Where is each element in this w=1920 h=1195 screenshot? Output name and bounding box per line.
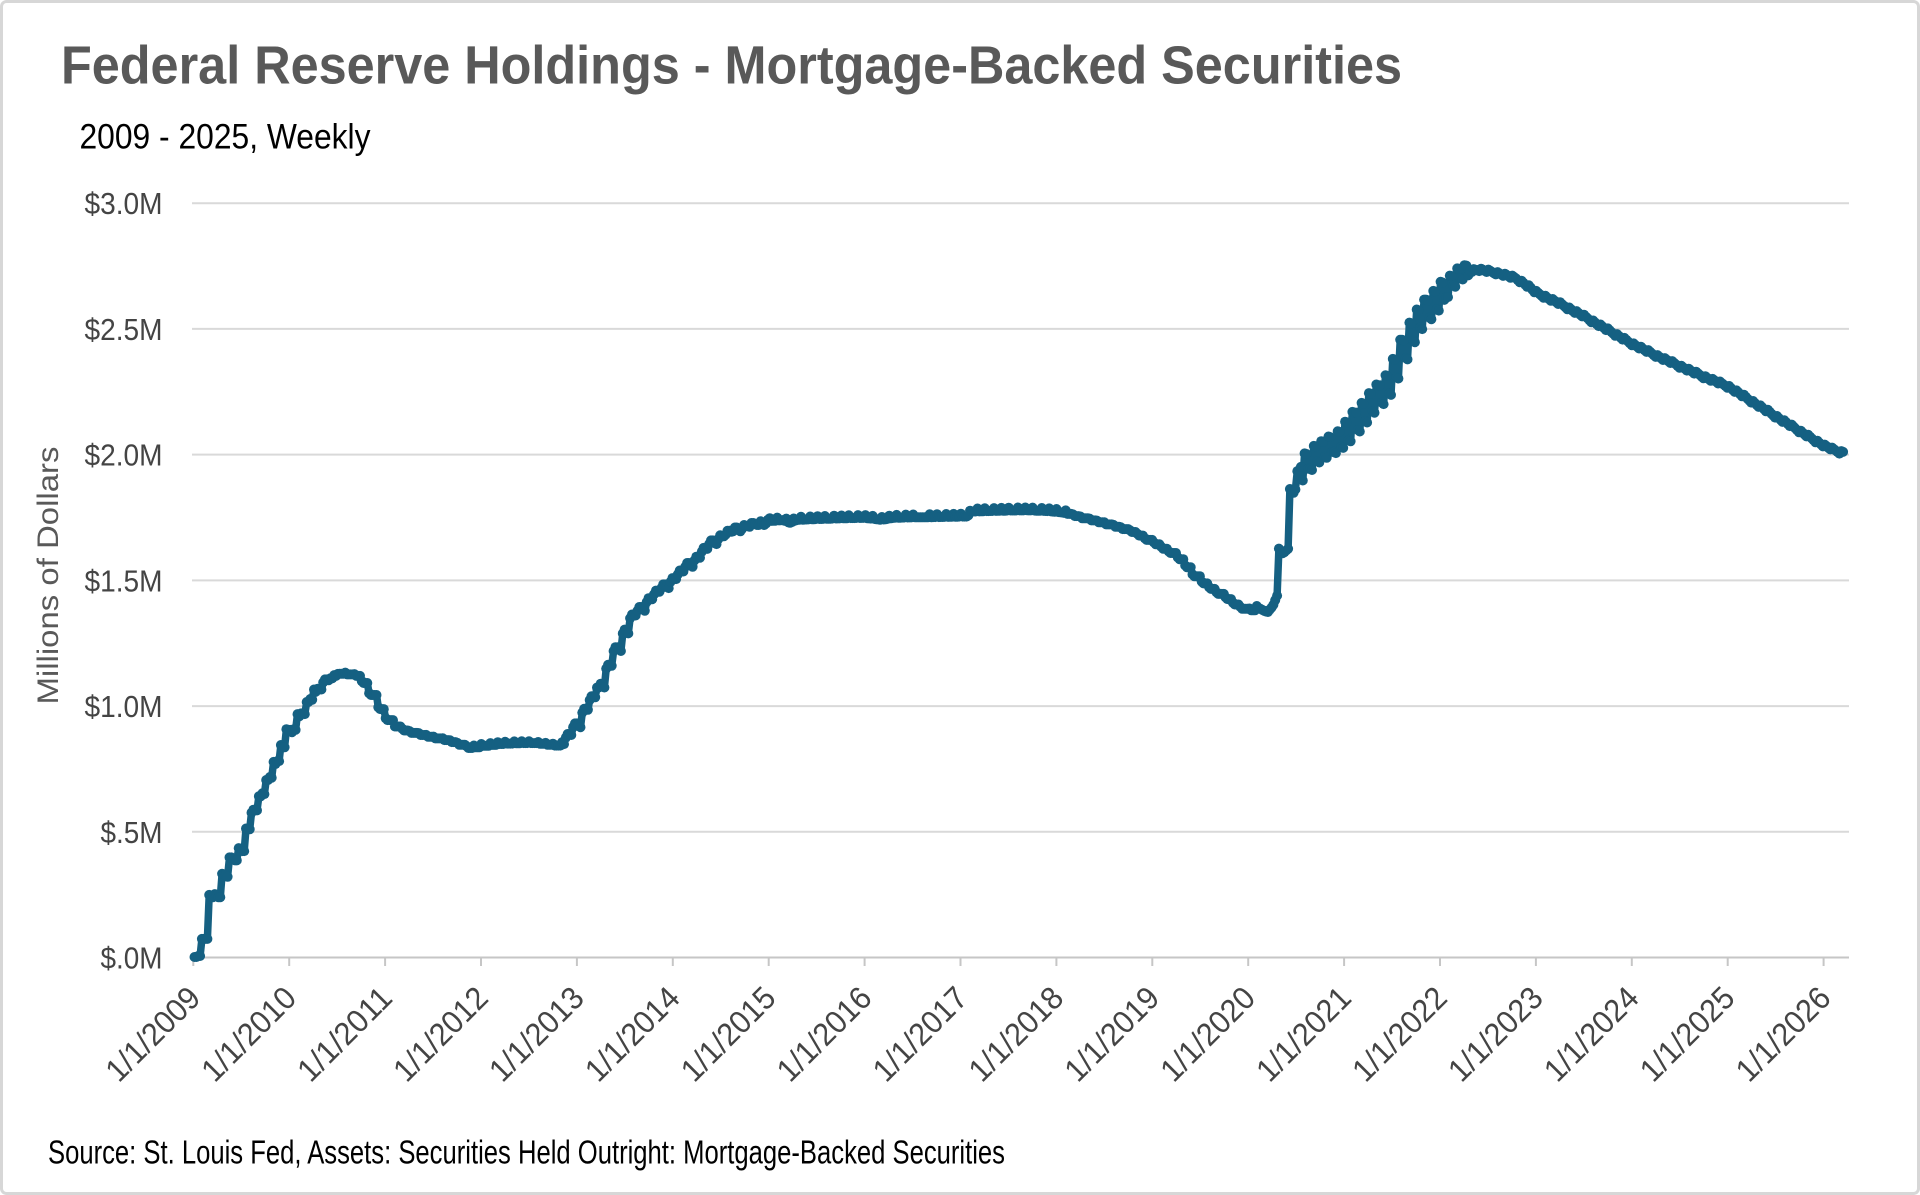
svg-text:Federal Reserve Holdings - Mor: Federal Reserve Holdings - Mortgage-Back… [61, 36, 1402, 96]
svg-text:$1.5M: $1.5M [85, 563, 163, 598]
svg-text:$.5M: $.5M [101, 815, 163, 850]
svg-text:$.0M: $.0M [101, 941, 163, 976]
svg-text:$2.0M: $2.0M [85, 438, 163, 473]
svg-text:Millions of Dollars: Millions of Dollars [32, 447, 65, 705]
svg-text:2009 - 2025, Weekly: 2009 - 2025, Weekly [80, 118, 371, 157]
svg-text:$1.0M: $1.0M [85, 689, 163, 724]
svg-text:$2.5M: $2.5M [85, 312, 163, 347]
svg-text:Source: St. Louis Fed, Assets:: Source: St. Louis Fed, Assets: Securitie… [48, 1134, 1005, 1171]
svg-text:$3.0M: $3.0M [85, 186, 163, 221]
